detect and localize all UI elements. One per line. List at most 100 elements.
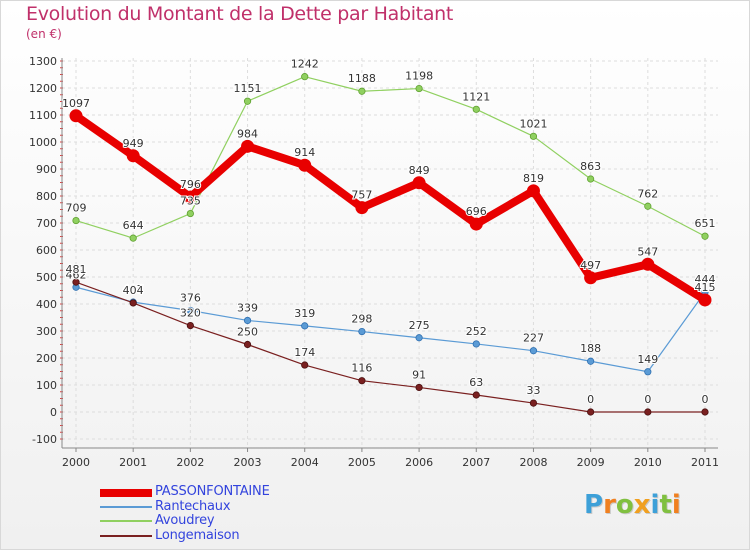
data-label: 497 (580, 259, 601, 272)
data-label: 984 (237, 127, 258, 140)
data-label: 1151 (234, 82, 262, 95)
data-label: 651 (695, 217, 716, 230)
legend-swatch (100, 489, 152, 497)
data-point (301, 322, 309, 330)
logo-letter: x (633, 490, 651, 520)
x-tick-label: 2010 (634, 456, 662, 469)
data-label: 250 (237, 326, 258, 339)
data-point (644, 202, 652, 210)
y-tick-label: 1100 (29, 109, 57, 122)
y-tick-label: 600 (36, 244, 57, 257)
y-tick-label: 500 (36, 271, 57, 284)
data-label: 1198 (405, 70, 433, 83)
line-chart: -100010020030040050060070080090010001100… (29, 55, 719, 469)
legend-label: Rantechaux (155, 498, 231, 514)
y-tick-label: 300 (36, 325, 57, 338)
data-label: 407 (123, 283, 144, 296)
data-point (241, 139, 255, 153)
data-label: 116 (351, 362, 372, 375)
y-tick-label: 1200 (29, 82, 57, 95)
y-tick-label: 700 (36, 217, 57, 230)
data-point (355, 201, 369, 215)
legend-label: Longemaison (155, 527, 240, 543)
x-tick-label: 2001 (119, 456, 147, 469)
logo-letter: o (615, 490, 634, 520)
data-label: 949 (123, 137, 144, 150)
data-label: 63 (469, 376, 483, 389)
data-point (183, 190, 197, 204)
data-label: 735 (180, 195, 201, 208)
data-label: 1188 (348, 72, 376, 85)
data-point (243, 316, 252, 325)
data-point (472, 105, 480, 113)
legend-label: PASSONFONTAINE (155, 484, 270, 499)
x-tick-label: 2008 (519, 456, 547, 469)
logo-letter: t (659, 490, 672, 520)
data-label: 376 (180, 291, 201, 304)
data-point (587, 408, 595, 416)
data-point (415, 383, 423, 392)
data-point (526, 184, 540, 198)
x-tick-label: 2003 (234, 456, 262, 469)
data-point (472, 391, 480, 399)
data-label: 320 (180, 307, 201, 320)
x-tick-label: 2005 (348, 456, 376, 469)
data-label: 319 (294, 307, 315, 320)
data-label: 0 (702, 393, 709, 406)
data-label: 819 (523, 172, 544, 185)
series-line-longemaison (75, 281, 706, 413)
data-point (298, 158, 312, 172)
data-label: 1242 (291, 58, 319, 71)
series-line-passonfontaine (72, 111, 709, 304)
data-point (587, 357, 595, 365)
data-point (529, 347, 538, 355)
y-tick-label: 1300 (29, 55, 57, 68)
data-point (415, 334, 423, 342)
data-label: 1121 (462, 90, 490, 103)
data-point (529, 132, 538, 140)
data-label: 644 (123, 219, 144, 232)
data-point (126, 149, 140, 163)
x-tick-label: 2011 (691, 456, 719, 469)
data-point (412, 176, 426, 190)
logo-letter: i (671, 490, 681, 520)
logo-letter: P (584, 490, 604, 520)
x-tick-label: 2004 (291, 456, 319, 469)
data-label: 91 (412, 368, 426, 381)
data-label: 188 (580, 342, 601, 355)
data-point (698, 293, 712, 307)
data-point (529, 399, 538, 407)
x-tick-label: 2000 (62, 456, 90, 469)
y-tick-label: 900 (36, 163, 57, 176)
series-line-rantechaux (75, 286, 706, 373)
data-label: 0 (644, 393, 651, 406)
data-point (186, 209, 194, 218)
y-tick-label: 200 (36, 352, 57, 365)
y-tick-label: 400 (36, 298, 57, 311)
axes: -100010020030040050060070080090010001100… (29, 55, 719, 469)
data-label: 149 (637, 353, 658, 366)
data-point (72, 278, 80, 286)
data-label: 914 (294, 146, 315, 159)
data-label: 762 (637, 187, 658, 200)
data-label: 757 (351, 189, 372, 202)
data-label: 252 (466, 325, 487, 338)
legend-swatch (100, 505, 152, 508)
proxiti-logo: Proxiti (584, 490, 681, 520)
data-point (701, 408, 709, 416)
data-label: 1097 (62, 97, 90, 110)
x-tick-label: 2007 (462, 456, 490, 469)
data-point (641, 257, 655, 271)
data-point (358, 87, 366, 95)
data-point (644, 368, 652, 376)
data-label: 415 (695, 281, 716, 294)
series-lines (69, 73, 712, 416)
data-point (415, 84, 423, 93)
x-tick-label: 2002 (176, 456, 204, 469)
data-label: 404 (123, 284, 144, 297)
data-point (186, 306, 194, 315)
y-tick-label: -100 (32, 433, 57, 446)
data-label: 444 (695, 273, 716, 286)
data-label: 547 (637, 245, 658, 258)
data-point (186, 321, 194, 330)
